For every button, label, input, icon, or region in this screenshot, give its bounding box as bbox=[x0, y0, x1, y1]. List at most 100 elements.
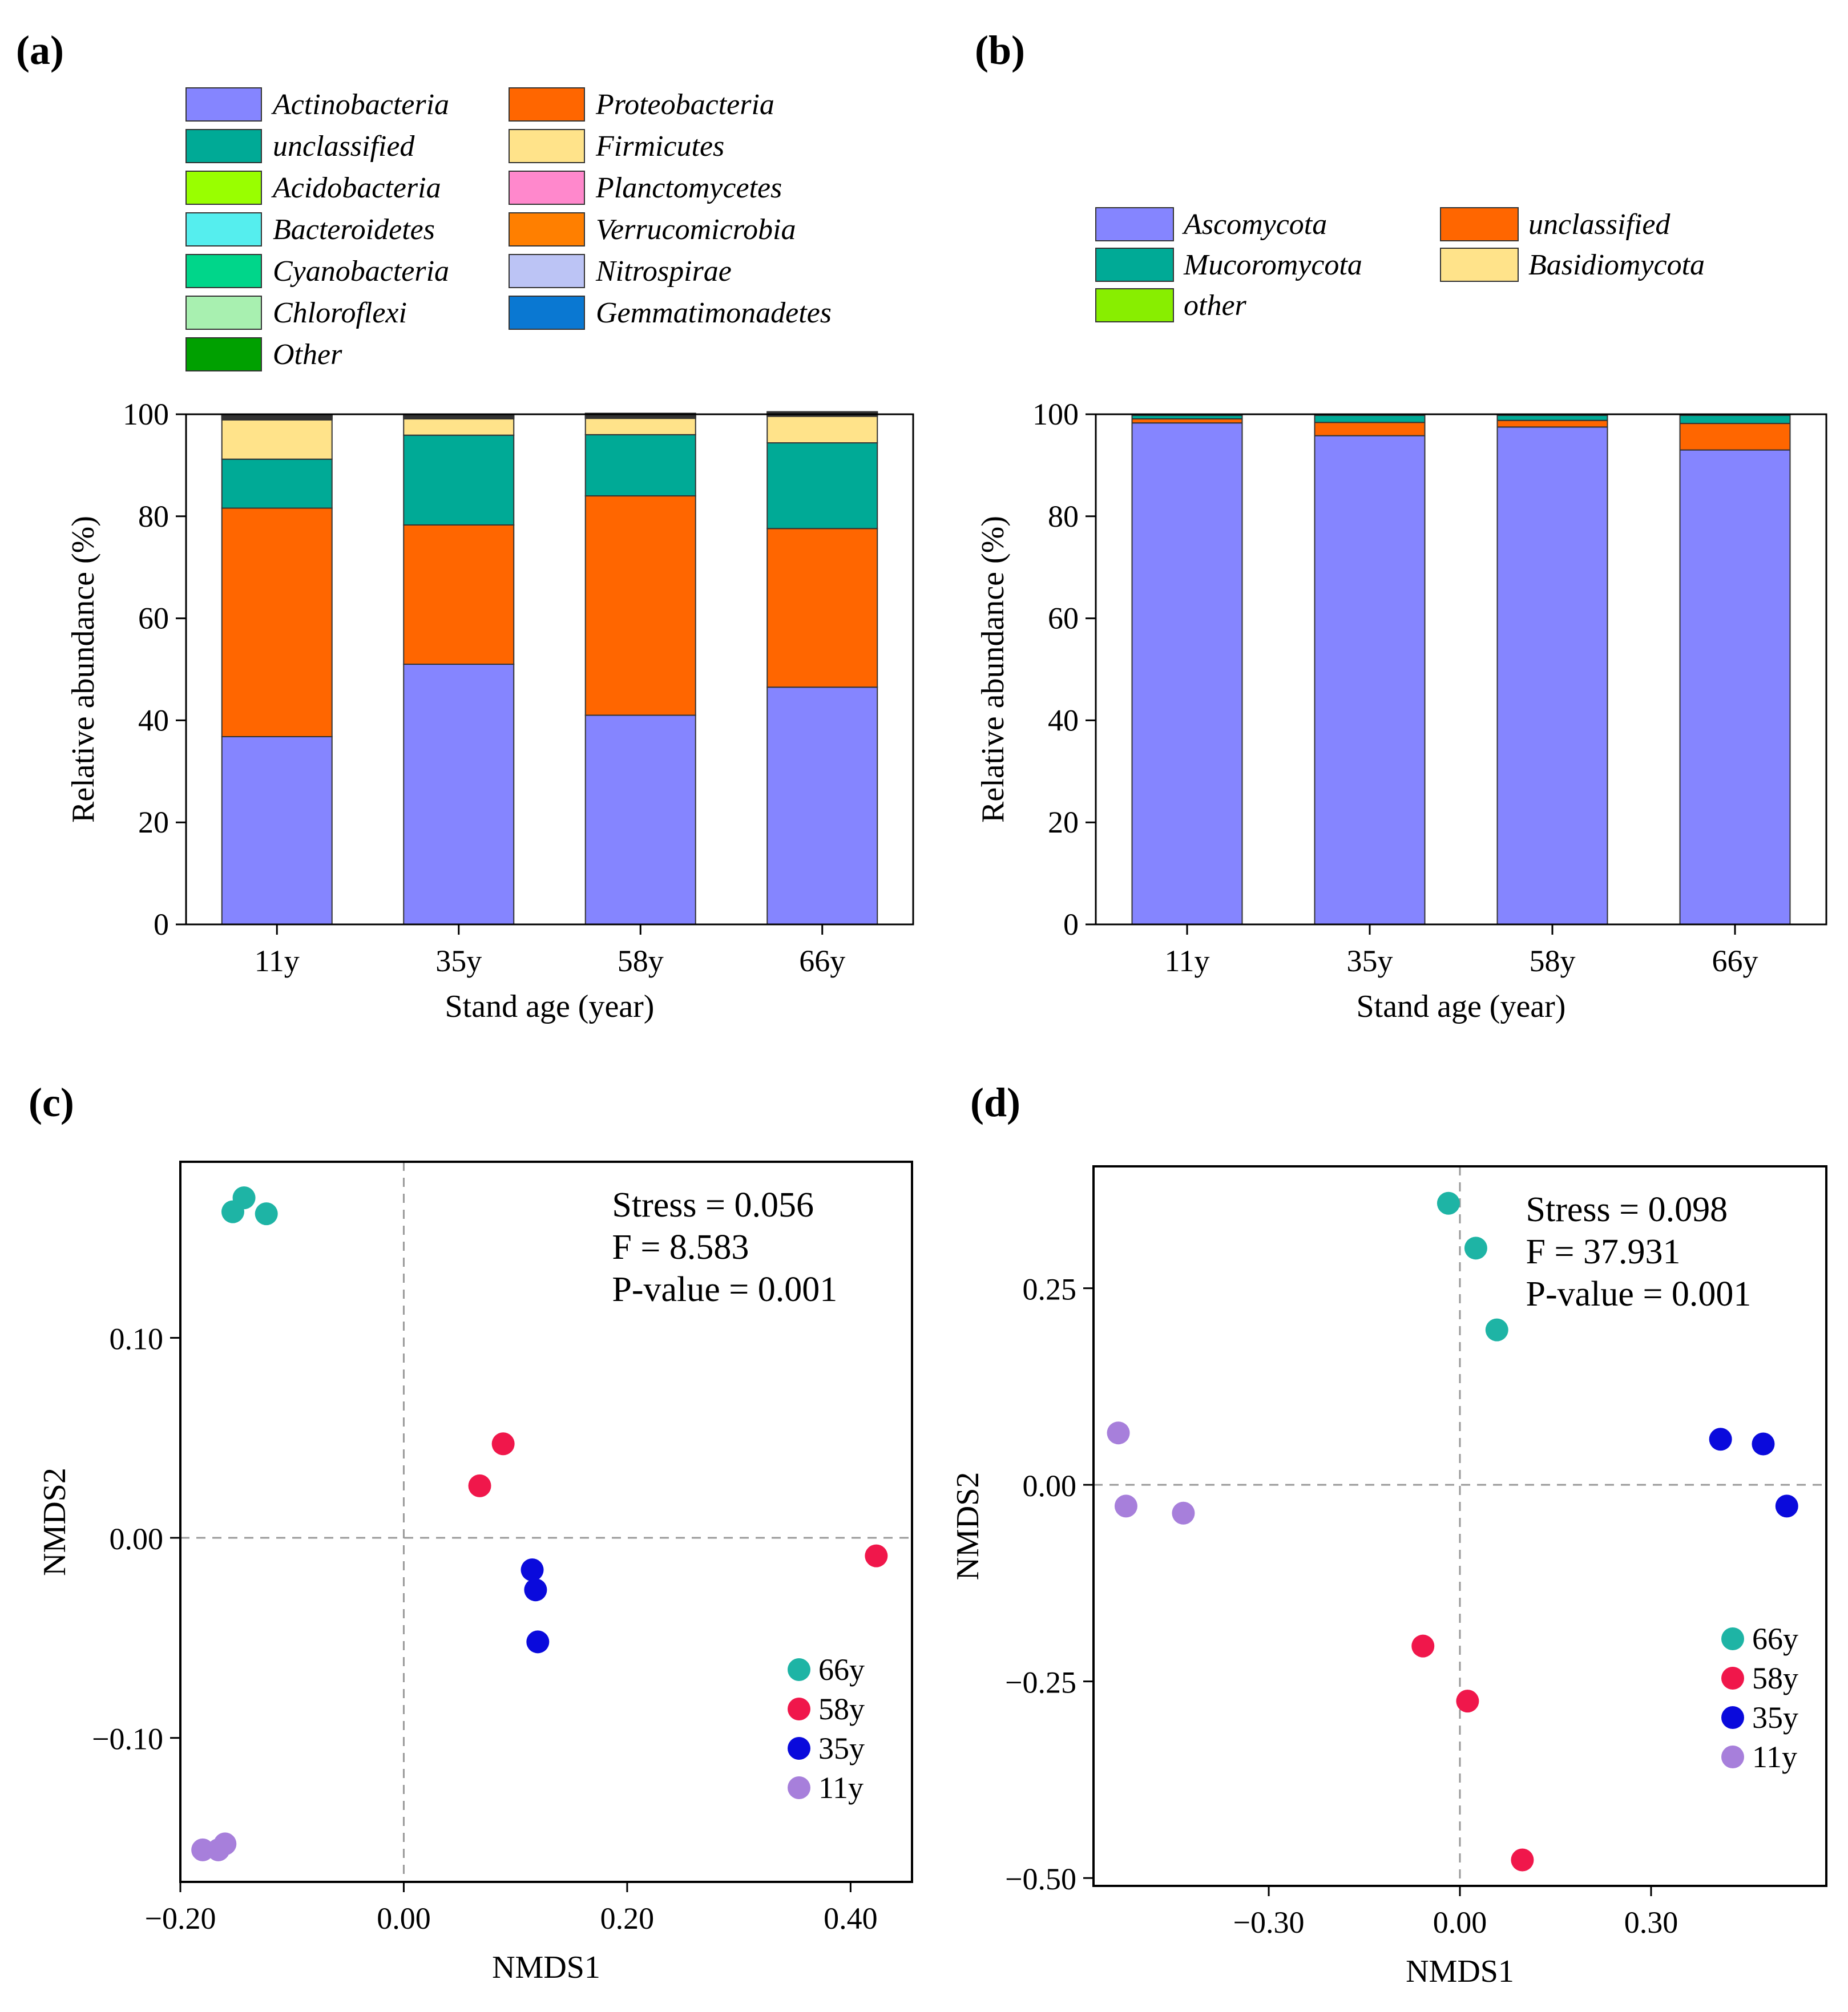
legend-swatch bbox=[185, 337, 262, 371]
legend-marker bbox=[1721, 1627, 1744, 1650]
legend-label: Cyanobacteria bbox=[273, 255, 449, 288]
data-point bbox=[232, 1186, 256, 1210]
data-point bbox=[1485, 1318, 1508, 1342]
panel-label: (d) bbox=[970, 1080, 1020, 1125]
x-axis-title: Stand age (year) bbox=[445, 989, 655, 1024]
stat-annotation: P-value = 0.001 bbox=[1526, 1275, 1752, 1314]
x-tick-label: 58y bbox=[1530, 944, 1576, 978]
legend-swatch bbox=[509, 254, 585, 288]
data-point bbox=[1411, 1634, 1435, 1658]
y-tick-label: 0.00 bbox=[110, 1522, 164, 1556]
y-tick-label: 0 bbox=[1063, 907, 1079, 942]
legend-swatch bbox=[1095, 288, 1174, 322]
legend-marker bbox=[1721, 1746, 1744, 1768]
legend: 66y 58y 35y 11y bbox=[788, 1653, 865, 1805]
x-tick-label: 0.40 bbox=[824, 1901, 878, 1936]
legend-label: 58y bbox=[818, 1692, 865, 1726]
legend-marker bbox=[1721, 1706, 1744, 1729]
data-point bbox=[1114, 1494, 1137, 1518]
legend-swatch bbox=[1440, 248, 1519, 282]
legend-marker bbox=[788, 1737, 810, 1760]
legend-swatch bbox=[509, 87, 585, 122]
bar-segment bbox=[1314, 414, 1426, 423]
x-tick-label: 0.00 bbox=[1433, 1905, 1487, 1940]
y-tick-label: −0.50 bbox=[1005, 1862, 1076, 1896]
data-point bbox=[1752, 1432, 1775, 1456]
bar-segment bbox=[221, 736, 333, 926]
x-tick-label: −0.20 bbox=[145, 1901, 216, 1936]
y-tick-label: 40 bbox=[1048, 703, 1079, 737]
x-tick-label: 11y bbox=[255, 944, 300, 978]
bar-segment bbox=[766, 686, 878, 926]
x-tick-label: 35y bbox=[435, 944, 482, 978]
stat-annotation: Stress = 0.098 bbox=[1526, 1190, 1728, 1229]
plot-frame bbox=[1095, 413, 1827, 926]
panel-label: (b) bbox=[975, 27, 1025, 73]
legend-swatch bbox=[1440, 207, 1519, 241]
y-tick-label: 60 bbox=[138, 601, 169, 636]
y-tick-label: −0.25 bbox=[1005, 1666, 1076, 1700]
legend-label: 35y bbox=[1752, 1700, 1798, 1735]
legend-marker bbox=[788, 1658, 810, 1681]
legend: Actinobacteria Proteobacteria unclassified… bbox=[185, 87, 832, 371]
legend-swatch bbox=[185, 87, 262, 122]
panel-a: (a) Actinobacteria Proteobacteria unclassif… bbox=[16, 27, 914, 1024]
x-tick-label: −0.30 bbox=[1233, 1905, 1305, 1940]
y-axis-title: Relative abundance (%) bbox=[66, 516, 101, 823]
bar-segment bbox=[221, 419, 333, 460]
bar-segment bbox=[403, 524, 515, 665]
plot-frame bbox=[179, 1161, 913, 1883]
bar-segment bbox=[1496, 414, 1608, 421]
legend-label: unclassified bbox=[1528, 208, 1671, 241]
data-point bbox=[1107, 1421, 1130, 1445]
data-point bbox=[255, 1202, 278, 1226]
bar-segment bbox=[1131, 422, 1243, 925]
legend-swatch bbox=[509, 296, 585, 330]
legend-label: Acidobacteria bbox=[271, 172, 441, 204]
data-point bbox=[1172, 1501, 1195, 1525]
legend-label: Firmicutes bbox=[595, 130, 724, 163]
x-tick-label: 0.00 bbox=[377, 1901, 431, 1936]
x-axis-title: Stand age (year) bbox=[1357, 989, 1566, 1024]
bar-segment bbox=[766, 411, 878, 413]
legend-swatch bbox=[509, 171, 585, 205]
legend-swatch bbox=[185, 129, 262, 163]
y-tick-label: 0.25 bbox=[1023, 1272, 1077, 1307]
x-tick-label: 35y bbox=[1347, 944, 1393, 978]
plot-frame bbox=[185, 413, 914, 926]
legend-label: Verrucomicrobia bbox=[596, 213, 796, 246]
y-axis-title: NMDS2 bbox=[37, 1468, 72, 1576]
bar-segment bbox=[1679, 423, 1791, 451]
legend-swatch bbox=[509, 212, 585, 247]
legend-label: 11y bbox=[1752, 1740, 1797, 1774]
x-tick-label: 0.30 bbox=[1624, 1905, 1678, 1940]
bar-segment bbox=[221, 507, 333, 738]
legend-swatch bbox=[185, 212, 262, 247]
panel-c: (c) −0.20 0.00 0.20 0.40 −0.10 0.00 0.10 NMDS1 NM… bbox=[29, 1080, 913, 1985]
stat-annotation: F = 37.931 bbox=[1526, 1233, 1681, 1271]
bar-segment bbox=[766, 528, 878, 688]
data-point bbox=[520, 1558, 544, 1582]
legend: 66y 58y 35y 11y bbox=[1721, 1622, 1798, 1774]
y-tick-label: 0.00 bbox=[1023, 1469, 1077, 1503]
y-tick-label: 100 bbox=[1032, 397, 1079, 431]
legend-label: Actinobacteria bbox=[271, 88, 449, 121]
legend-label: Gemmatimonadetes bbox=[596, 297, 832, 329]
legend-label: Proteobacteria bbox=[595, 88, 774, 121]
legend-label: Chloroflexi bbox=[273, 297, 407, 329]
data-point bbox=[191, 1838, 215, 1861]
data-point bbox=[1511, 1848, 1534, 1872]
legend-label: 11y bbox=[818, 1771, 864, 1805]
stat-annotation: F = 8.583 bbox=[612, 1228, 749, 1267]
bar-segment bbox=[766, 442, 878, 530]
legend-marker bbox=[1721, 1667, 1744, 1690]
y-tick-label: 0.10 bbox=[110, 1322, 164, 1356]
data-point bbox=[526, 1630, 550, 1654]
data-point bbox=[1775, 1494, 1798, 1518]
x-tick-label: 66y bbox=[799, 944, 845, 978]
legend-label: Mucoromycota bbox=[1183, 249, 1362, 281]
legend-swatch bbox=[509, 129, 585, 163]
bar-segment bbox=[1496, 419, 1608, 428]
x-axis-title: NMDS1 bbox=[492, 1950, 600, 1985]
